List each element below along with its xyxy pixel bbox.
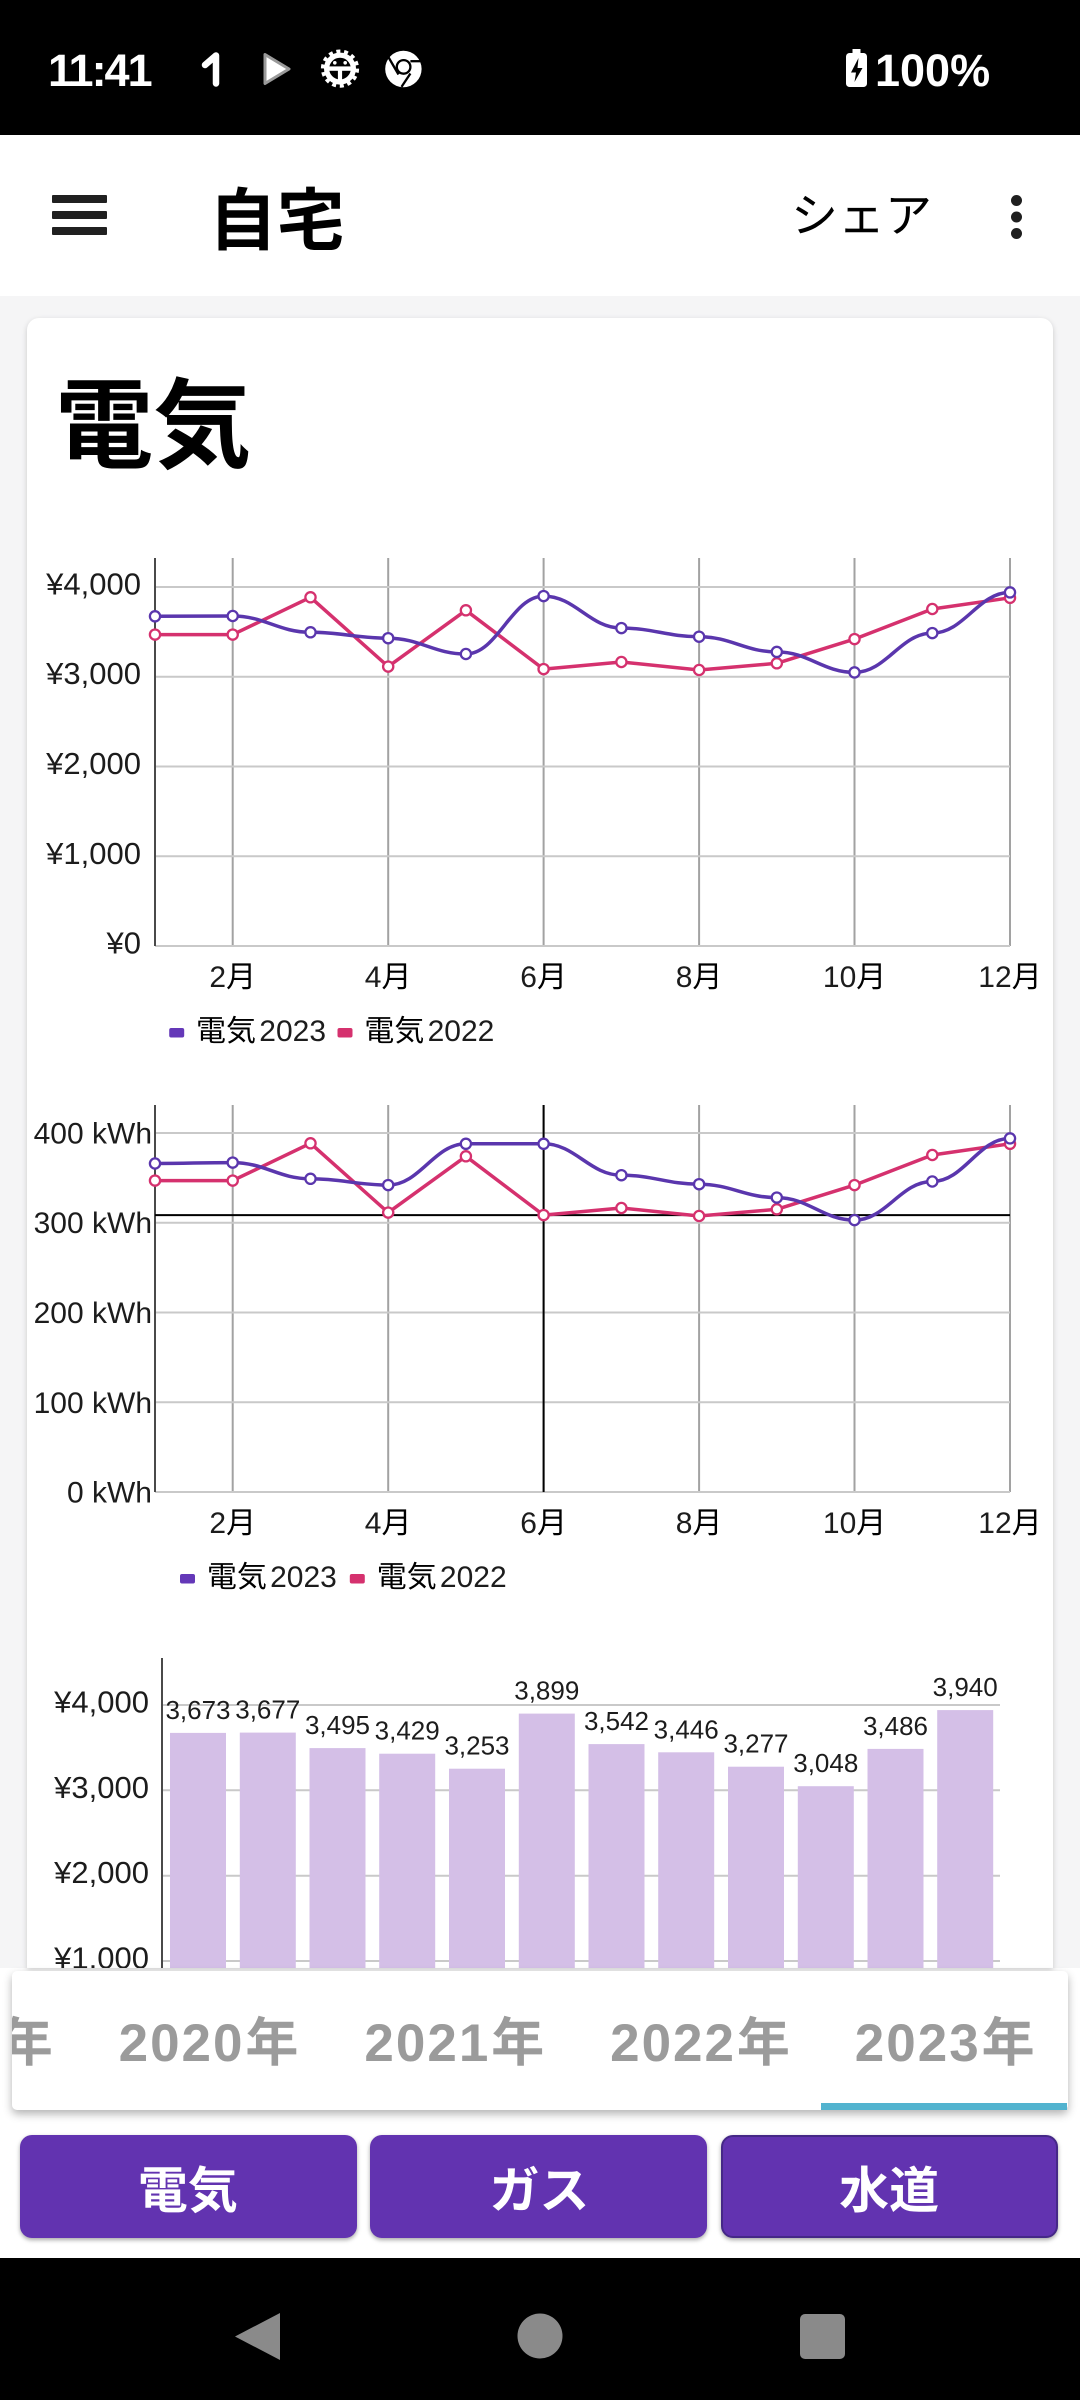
- svg-text:3,429: 3,429: [375, 1716, 440, 1746]
- svg-text:¥0: ¥0: [106, 926, 141, 961]
- svg-text:3,253: 3,253: [444, 1731, 509, 1761]
- svg-text:¥1,000: ¥1,000: [45, 836, 141, 871]
- svg-text:3,048: 3,048: [793, 1748, 858, 1778]
- svg-text:¥1,000: ¥1,000: [53, 1941, 149, 1969]
- svg-text:2023: 2023: [270, 1561, 337, 1594]
- svg-text:2023: 2023: [259, 1015, 326, 1048]
- svg-text:12: 12: [978, 1507, 1011, 1540]
- svg-text:2021: 2021: [364, 2014, 490, 2073]
- svg-text:3,486: 3,486: [863, 1711, 928, 1741]
- svg-text:6: 6: [520, 961, 537, 994]
- svg-text:8: 8: [676, 1507, 693, 1540]
- svg-text:¥2,000: ¥2,000: [45, 746, 141, 781]
- svg-text:200 kWh: 200 kWh: [34, 1297, 152, 1330]
- svg-text:8: 8: [676, 961, 693, 994]
- svg-text:¥3,000: ¥3,000: [45, 656, 141, 691]
- svg-text:400 kWh: 400 kWh: [34, 1118, 152, 1151]
- svg-text:¥3,000: ¥3,000: [53, 1770, 149, 1805]
- svg-text:3,277: 3,277: [723, 1729, 788, 1759]
- svg-text:2023: 2023: [855, 2014, 981, 2073]
- svg-text:¥2,000: ¥2,000: [53, 1855, 149, 1890]
- svg-text:2020: 2020: [119, 2014, 245, 2073]
- svg-text:10: 10: [823, 1507, 856, 1540]
- svg-text:10: 10: [823, 961, 856, 994]
- svg-text:3,495: 3,495: [305, 1710, 370, 1740]
- svg-text:3,673: 3,673: [165, 1695, 230, 1725]
- svg-text:4: 4: [365, 1507, 382, 1540]
- svg-text:6: 6: [520, 1507, 537, 1540]
- svg-text:0 kWh: 0 kWh: [67, 1477, 152, 1510]
- svg-text:3,899: 3,899: [514, 1676, 579, 1706]
- svg-text:3,446: 3,446: [654, 1714, 719, 1744]
- svg-text:3,542: 3,542: [584, 1706, 649, 1736]
- svg-text:2022: 2022: [440, 1561, 507, 1594]
- svg-text:2022: 2022: [428, 1015, 495, 1048]
- svg-text:100 kWh: 100 kWh: [34, 1387, 152, 1420]
- svg-text:4: 4: [365, 961, 382, 994]
- svg-text:300 kWh: 300 kWh: [34, 1207, 152, 1240]
- svg-text:12: 12: [978, 961, 1011, 994]
- svg-text:¥4,000: ¥4,000: [45, 567, 141, 602]
- svg-text:2022: 2022: [610, 2014, 736, 2073]
- svg-text:3,940: 3,940: [933, 1672, 998, 1702]
- svg-text:¥4,000: ¥4,000: [53, 1685, 149, 1720]
- svg-text:2: 2: [209, 1507, 226, 1540]
- svg-text:3,677: 3,677: [235, 1695, 300, 1725]
- svg-text:2: 2: [209, 961, 226, 994]
